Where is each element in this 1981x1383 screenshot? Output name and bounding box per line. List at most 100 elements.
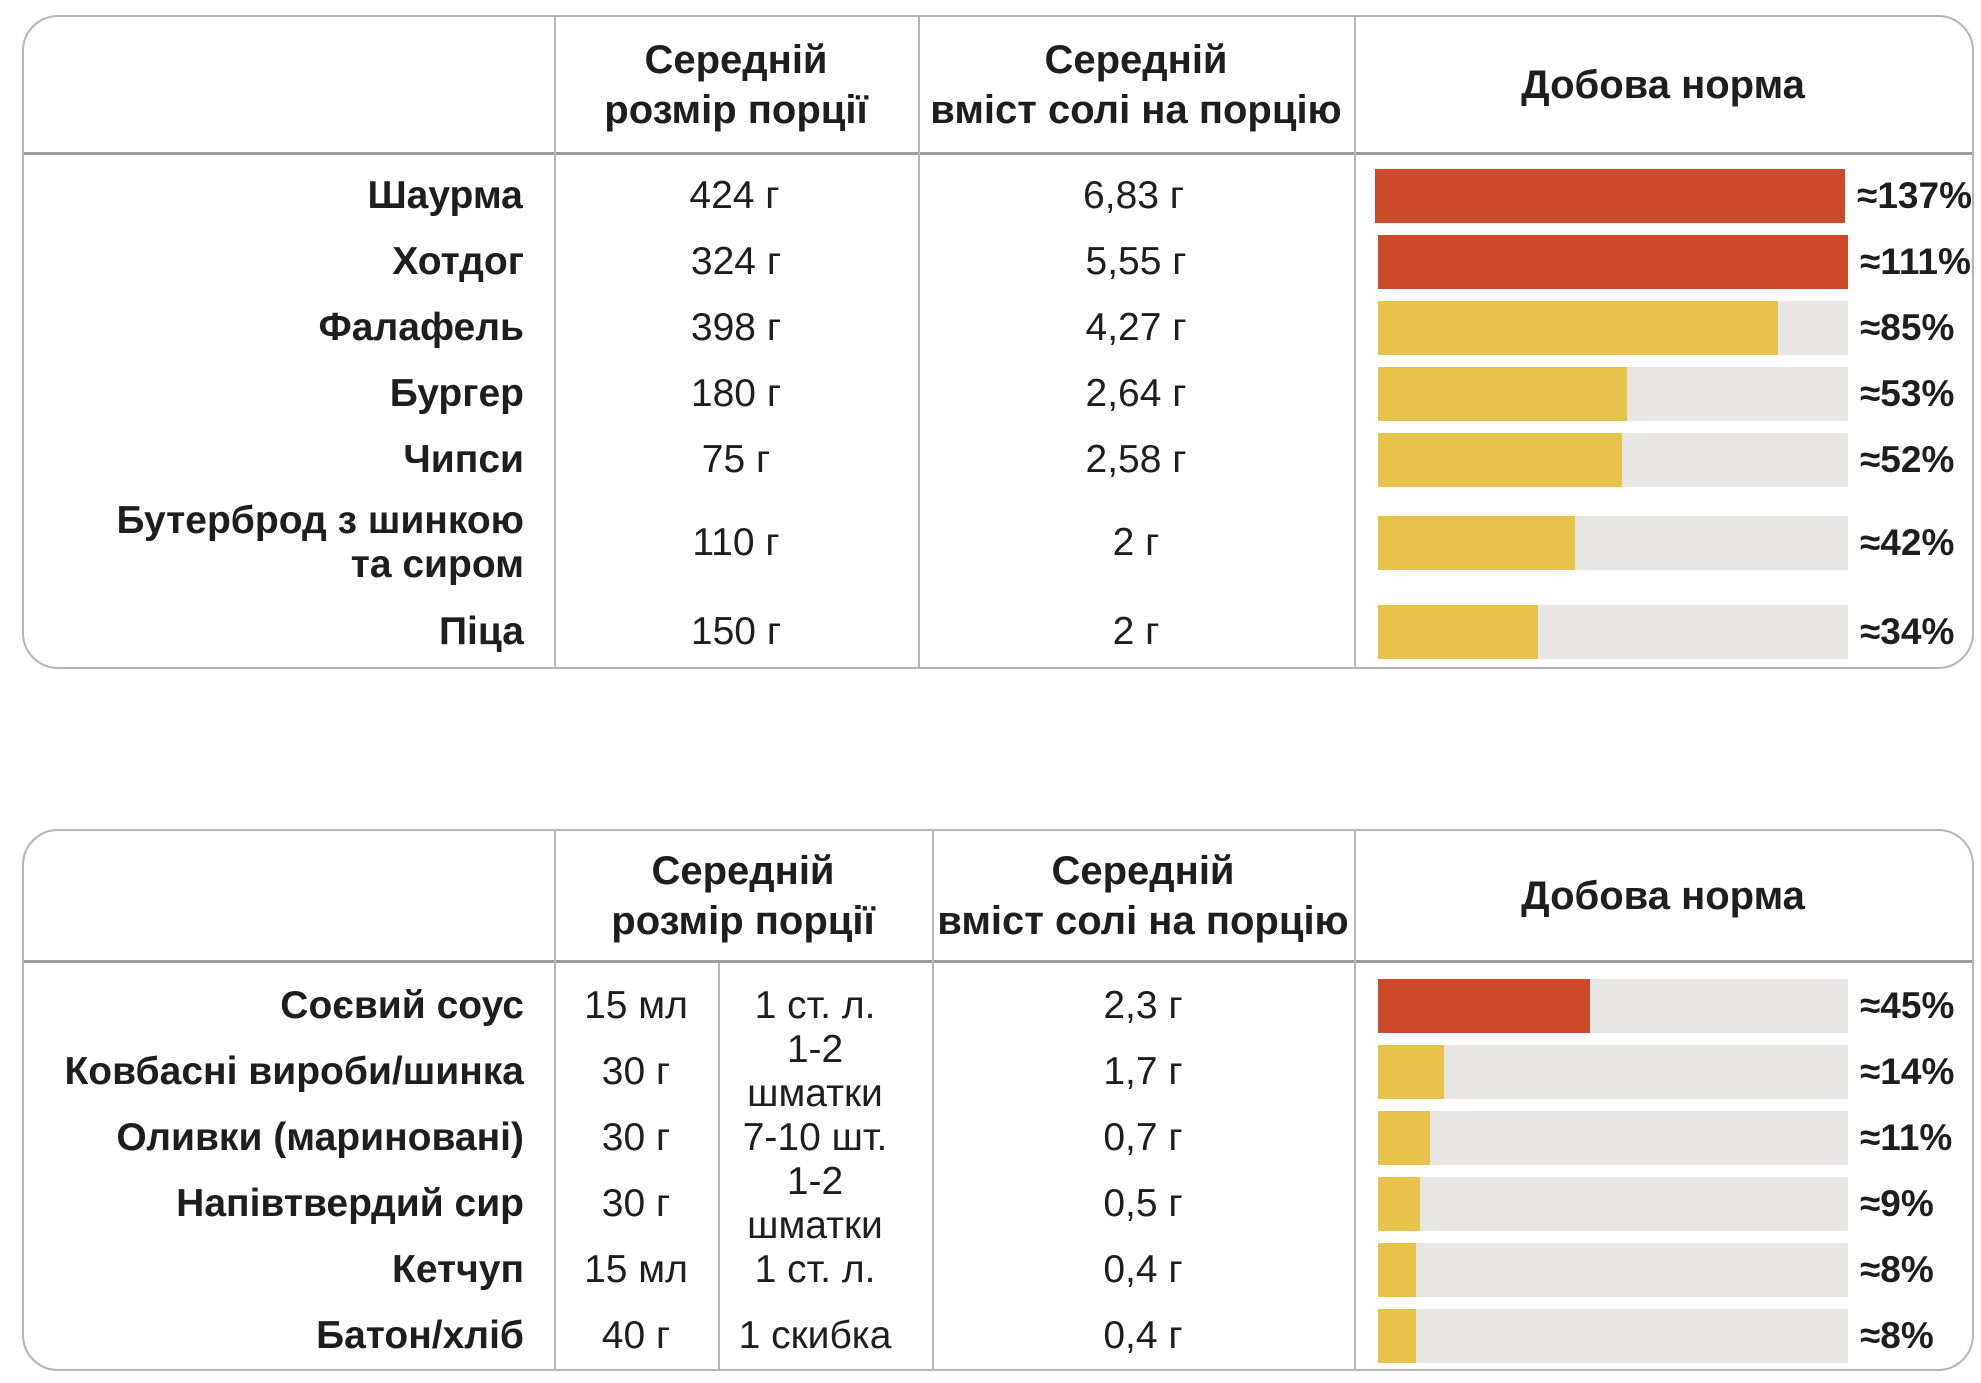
food-name: Соєвий соус: [280, 984, 524, 1028]
food-name: Напівтвердий сир: [176, 1182, 524, 1226]
food-row: Хотдог 324 г 5,55 г ≈111%: [24, 229, 1972, 295]
food-row: Оливки (мариновані) 30 г 7-10 шт. 0,7 г ≈11%: [24, 1105, 1972, 1171]
portion-description-value: 7-10 шт.: [742, 1116, 888, 1159]
food-row: Піца 150 г 2 г ≈34%: [24, 593, 1972, 667]
daily-norm-bar-cell: ≈45%: [1354, 979, 1972, 1033]
daily-norm-percent: ≈8%: [1860, 1249, 1934, 1290]
salt-content-value: 2 г: [1112, 609, 1160, 653]
daily-norm-bar-cell: ≈14%: [1354, 1045, 1972, 1099]
daily-norm-percent: ≈14%: [1860, 1051, 1955, 1092]
food-row: Чипси 75 г 2,58 г ≈52%: [24, 427, 1972, 493]
daily-norm-bar-track: [1378, 235, 1848, 289]
food-name: Шаурма: [367, 174, 523, 218]
daily-norm-percent: ≈9%: [1860, 1183, 1934, 1224]
food-row: Батон/хліб 40 г 1 скибка 0,4 г ≈8%: [24, 1303, 1972, 1369]
daily-norm-bar-track: [1378, 1177, 1848, 1231]
portion-description-value: 1 ст. л.: [754, 1248, 876, 1291]
daily-norm-percent: ≈42%: [1860, 522, 1955, 563]
food-row: Бутерброд з шинкою та сиром 110 г 2 г ≈42%: [24, 493, 1972, 593]
food-row: Соєвий соус 15 мл 1 ст. л. 2,3 г ≈45%: [24, 973, 1972, 1039]
portion-subcolumn-divider: [718, 963, 720, 1369]
portion-size-value: 398 г: [690, 306, 782, 349]
portion-amount-value: 15 мл: [584, 984, 688, 1027]
daily-norm-bar-cell: ≈11%: [1354, 1111, 1972, 1165]
ingredients-salt-table: Середній розмір порції Середній вміст со…: [22, 829, 1974, 1371]
salt-content-value: 2,64 г: [1085, 372, 1187, 415]
daily-norm-bar-fill: [1378, 516, 1576, 570]
daily-norm-bar-cell: ≈137%: [1351, 169, 1972, 223]
table-header-row: Середній розмір порції Середній вміст со…: [24, 17, 1972, 155]
portion-size-value: 324 г: [690, 240, 782, 283]
daily-norm-bar-fill: [1378, 1309, 1416, 1363]
daily-norm-bar-cell: ≈111%: [1354, 235, 1972, 289]
food-row: Бургер 180 г 2,64 г ≈53%: [24, 361, 1972, 427]
food-name: Батон/хліб: [316, 1314, 524, 1358]
food-row: Кетчуп 15 мл 1 ст. л. 0,4 г ≈8%: [24, 1237, 1972, 1303]
daily-norm-bar-fill: [1378, 1111, 1430, 1165]
portion-size-value: 150 г: [690, 609, 782, 653]
portion-size-value: 110 г: [692, 521, 780, 564]
daily-norm-bar-track: [1378, 979, 1848, 1033]
header-daily-norm: Добова норма: [1521, 873, 1805, 918]
daily-norm-percent: ≈137%: [1857, 175, 1972, 216]
column-divider: [1354, 17, 1356, 667]
fastfood-salt-table: Середній розмір порції Середній вміст со…: [22, 15, 1974, 669]
food-name: Піца: [438, 609, 524, 653]
salt-content-value: 2,58 г: [1085, 438, 1187, 481]
daily-norm-bar-cell: ≈34%: [1354, 604, 1972, 659]
salt-content-value: 2,3 г: [1103, 984, 1183, 1027]
daily-norm-bar-track: [1378, 301, 1848, 355]
salt-content-value: 0,7 г: [1103, 1116, 1183, 1159]
daily-norm-percent: ≈11%: [1860, 1117, 1953, 1158]
daily-norm-percent: ≈53%: [1860, 373, 1955, 414]
portion-description-value: 1-2 шматки: [747, 1028, 883, 1115]
daily-norm-bar-fill: [1378, 301, 1778, 355]
header-salt-content: Середній вміст солі на порцію: [937, 848, 1349, 943]
salt-content-value: 2 г: [1112, 521, 1160, 564]
daily-norm-bar-fill: [1378, 1243, 1416, 1297]
header-portion-size: Середній розмір порції: [611, 848, 875, 943]
daily-norm-bar-cell: ≈52%: [1354, 433, 1972, 487]
daily-norm-bar-cell: ≈42%: [1354, 516, 1972, 570]
food-name: Фалафель: [318, 306, 525, 350]
daily-norm-percent: ≈8%: [1860, 1315, 1934, 1356]
column-divider: [1354, 831, 1356, 1369]
food-row: Напівтвердий сир 30 г 1-2 шматки 0,5 г ≈9%: [24, 1160, 1972, 1247]
daily-norm-bar-fill: [1378, 1045, 1444, 1099]
food-name: Хотдог: [392, 240, 524, 284]
daily-norm-bar-cell: ≈8%: [1354, 1243, 1972, 1297]
header-salt-content: Середній вміст солі на порцію: [930, 37, 1342, 132]
daily-norm-bar-track: [1378, 1045, 1848, 1099]
salt-content-value: 0,4 г: [1103, 1314, 1183, 1357]
food-name: Чипси: [403, 438, 524, 482]
food-row: Ковбасні вироби/шинка 30 г 1-2 шматки 1,7 г…: [24, 1028, 1972, 1115]
daily-norm-bar-track: [1378, 1243, 1848, 1297]
daily-norm-bar-track: [1378, 516, 1848, 570]
daily-norm-bar-fill: [1375, 169, 1846, 223]
portion-amount-value: 30 г: [601, 1050, 671, 1093]
salt-content-value: 5,55 г: [1085, 240, 1187, 283]
daily-norm-percent: ≈111%: [1860, 241, 1971, 282]
salt-content-value: 0,5 г: [1103, 1182, 1183, 1225]
food-row: Фалафель 398 г 4,27 г ≈85%: [24, 295, 1972, 361]
portion-amount-value: 40 г: [601, 1314, 671, 1357]
daily-norm-bar-fill: [1378, 979, 1590, 1033]
food-name: Оливки (мариновані): [116, 1116, 524, 1160]
table-header-row: Середній розмір порції Середній вміст со…: [24, 831, 1972, 963]
portion-description-value: 1 ст. л.: [754, 984, 876, 1027]
daily-norm-bar-cell: ≈9%: [1354, 1177, 1972, 1231]
daily-norm-bar-track: [1378, 1111, 1848, 1165]
daily-norm-percent: ≈52%: [1860, 439, 1955, 480]
column-divider: [932, 831, 934, 1369]
portion-description-value: 1 скибка: [738, 1314, 892, 1357]
daily-norm-bar-track: [1375, 169, 1846, 223]
portion-size-value: 180 г: [690, 372, 782, 415]
daily-norm-bar-fill: [1378, 235, 1848, 289]
daily-norm-bar-track: [1378, 367, 1848, 421]
food-name: Бургер: [389, 372, 524, 416]
food-name: Кетчуп: [392, 1248, 524, 1292]
column-divider: [554, 17, 556, 667]
daily-norm-bar-cell: ≈53%: [1354, 367, 1972, 421]
portion-amount-value: 30 г: [601, 1116, 671, 1159]
daily-norm-bar-fill: [1378, 604, 1538, 659]
